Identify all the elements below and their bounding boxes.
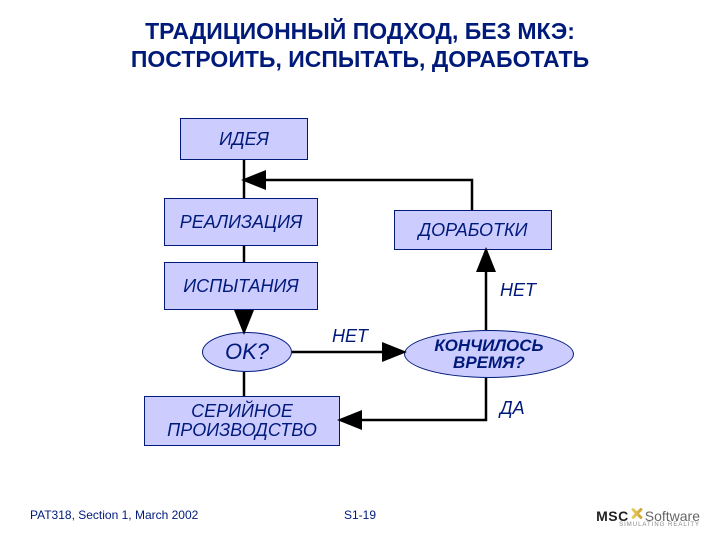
logo-x-icon bbox=[630, 507, 644, 521]
label-no-1: НЕТ bbox=[332, 326, 368, 347]
node-testing-label: ИСПЫТАНИЯ bbox=[183, 277, 298, 296]
node-serial-label: СЕРИЙНОЕ ПРОИЗВОДСТВО bbox=[145, 402, 339, 440]
title-line-2: ПОСТРОИТЬ, ИСПЫТАТЬ, ДОРАБОТАТЬ bbox=[131, 46, 589, 72]
label-no-2: НЕТ bbox=[500, 280, 536, 301]
node-ok: OK? bbox=[202, 332, 292, 372]
node-rework: ДОРАБОТКИ bbox=[394, 210, 552, 250]
node-testing: ИСПЫТАНИЯ bbox=[164, 262, 318, 310]
node-idea: ИДЕЯ bbox=[180, 118, 308, 160]
flowchart-arrows bbox=[0, 0, 720, 540]
node-serial-production: СЕРИЙНОЕ ПРОИЗВОДСТВО bbox=[144, 396, 340, 446]
node-idea-label: ИДЕЯ bbox=[219, 130, 269, 149]
node-time-up: КОНЧИЛОСЬ ВРЕМЯ? bbox=[404, 330, 574, 378]
title-line-1: ТРАДИЦИОННЫЙ ПОДХОД, БЕЗ МКЭ: bbox=[145, 18, 575, 44]
node-rework-label: ДОРАБОТКИ bbox=[418, 221, 527, 240]
label-yes: ДА bbox=[500, 398, 525, 419]
node-ok-label: OK? bbox=[225, 341, 269, 363]
node-time-up-label: КОНЧИЛОСЬ ВРЕМЯ? bbox=[405, 337, 573, 371]
node-implementation-label: РЕАЛИЗАЦИЯ bbox=[180, 213, 303, 232]
slide-title: ТРАДИЦИОННЫЙ ПОДХОД, БЕЗ МКЭ: ПОСТРОИТЬ,… bbox=[0, 18, 720, 73]
node-implementation: РЕАЛИЗАЦИЯ bbox=[164, 198, 318, 246]
msc-software-logo: MSCSoftware SIMULATING REALITY bbox=[596, 507, 700, 528]
